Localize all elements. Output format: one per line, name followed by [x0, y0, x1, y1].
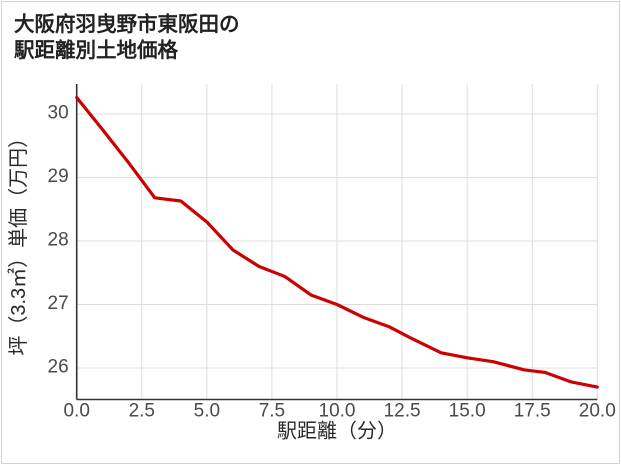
svg-text:坪（3.3㎡）単価（万円）: 坪（3.3㎡）単価（万円）	[6, 128, 30, 356]
svg-text:12.5: 12.5	[384, 401, 421, 422]
svg-text:7.5: 7.5	[259, 401, 285, 422]
svg-text:26: 26	[48, 357, 69, 378]
svg-text:20.0: 20.0	[579, 401, 616, 422]
svg-text:27: 27	[48, 293, 69, 314]
svg-text:17.5: 17.5	[514, 401, 551, 422]
svg-text:10.0: 10.0	[319, 401, 356, 422]
svg-text:駅距離（分）: 駅距離（分）	[277, 420, 397, 443]
svg-text:15.0: 15.0	[449, 401, 486, 422]
svg-text:29: 29	[48, 166, 69, 187]
svg-text:30: 30	[48, 103, 69, 124]
svg-text:5.0: 5.0	[194, 401, 220, 422]
svg-text:2.5: 2.5	[129, 401, 155, 422]
svg-text:0.0: 0.0	[63, 401, 89, 422]
svg-text:28: 28	[48, 230, 69, 251]
